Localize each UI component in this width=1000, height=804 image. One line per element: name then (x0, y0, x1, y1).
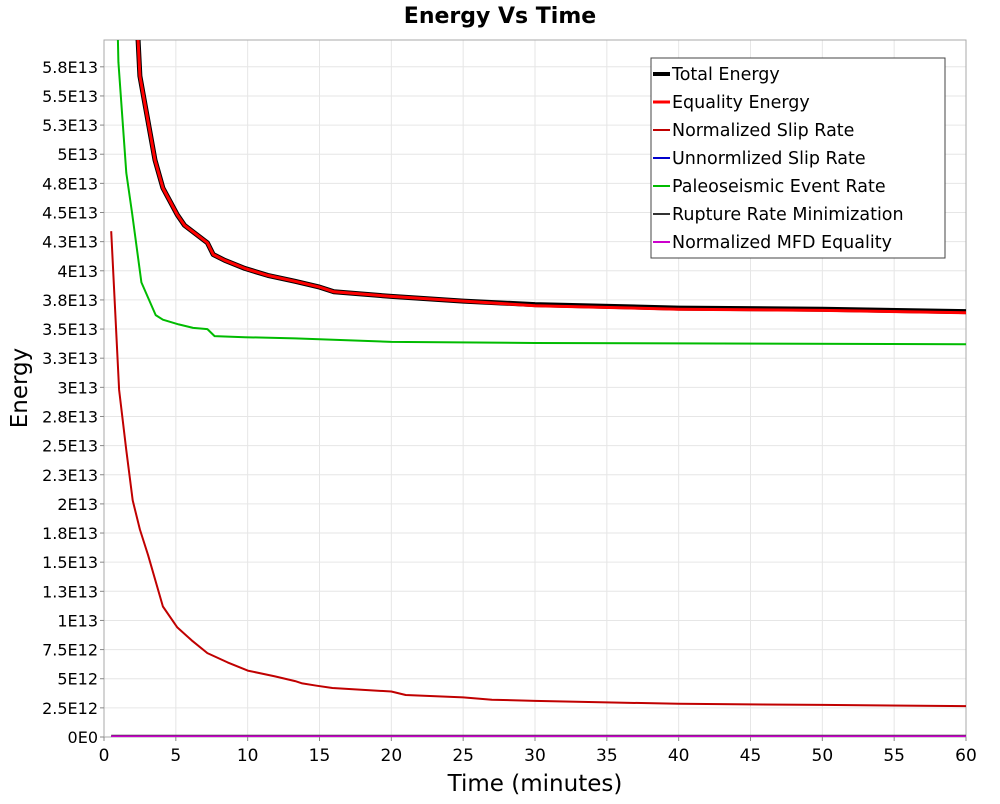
legend-label: Equality Energy (672, 93, 810, 113)
y-tick-label: 2.5E13 (42, 437, 98, 456)
series-lines (110, 40, 966, 737)
x-tick-label: 35 (596, 746, 618, 766)
x-tick-label: 0 (99, 746, 110, 766)
y-tick-label: 1.8E13 (42, 524, 98, 543)
legend-label: Rupture Rate Minimization (672, 205, 904, 225)
legend-label: Normalized MFD Equality (672, 233, 892, 253)
legend-label: Paleoseismic Event Rate (672, 177, 886, 197)
y-axis-ticks: 0E0 2.5E12 5E12 7.5E12 1E13 1.3E13 1.5E13 1.8E1… (42, 58, 104, 747)
legend-label: Total Energy (671, 65, 780, 85)
y-tick-label: 1E13 (57, 611, 98, 630)
y-tick-label: 4.8E13 (42, 174, 98, 193)
x-tick-label: 30 (524, 746, 546, 766)
x-tick-label: 10 (237, 746, 259, 766)
y-tick-label: 7.5E12 (42, 641, 98, 660)
y-tick-label: 2.3E13 (42, 466, 98, 485)
y-tick-label: 1.5E13 (42, 553, 98, 572)
legend-label: Unnormlized Slip Rate (672, 149, 866, 169)
y-tick-label: 2.5E12 (42, 699, 98, 718)
y-tick-label: 3.5E13 (42, 320, 98, 339)
y-tick-label: 5.5E13 (42, 87, 98, 106)
y-tick-label: 4.5E13 (42, 204, 98, 223)
x-tick-label: 5 (170, 746, 181, 766)
y-axis-label: Energy (7, 348, 33, 429)
x-tick-label: 50 (812, 746, 834, 766)
y-tick-label: 5.8E13 (42, 58, 98, 77)
series-line-normalized-slip-rate (110, 231, 966, 708)
legend: Total Energy Equality Energy Normalized Sl… (650, 57, 946, 259)
x-tick-label: 60 (955, 746, 977, 766)
x-tick-label: 55 (883, 746, 905, 766)
y-tick-label: 2.8E13 (42, 407, 98, 426)
y-tick-label: 2E13 (57, 495, 98, 514)
legend-label: Normalized Slip Rate (672, 121, 854, 141)
chart-title: Energy Vs Time (404, 4, 596, 29)
x-tick-label: 15 (309, 746, 331, 766)
series-line-paleoseismic-event-rate (116, 40, 966, 346)
y-tick-label: 3.8E13 (42, 291, 98, 310)
y-tick-label: 5E13 (57, 145, 98, 164)
y-tick-label: 3E13 (57, 378, 98, 397)
legend-box (650, 57, 946, 259)
y-tick-label: 4.3E13 (42, 233, 98, 252)
x-tick-label: 25 (452, 746, 474, 766)
y-tick-label: 1.3E13 (42, 582, 98, 601)
y-tick-label: 5.3E13 (42, 116, 98, 135)
y-tick-label: 3.3E13 (42, 349, 98, 368)
series-line-equality-energy (136, 40, 966, 315)
x-tick-label: 40 (668, 746, 690, 766)
x-tick-label: 20 (381, 746, 403, 766)
x-tick-label: 45 (740, 746, 762, 766)
x-axis-ticks: 0 5 10 15 20 25 30 35 40 45 50 55 60 (99, 737, 977, 766)
x-axis-label: Time (minutes) (447, 771, 623, 797)
y-tick-label: 4E13 (57, 262, 98, 281)
y-tick-label: 5E12 (57, 670, 98, 689)
y-tick-label: 0E0 (68, 728, 98, 747)
